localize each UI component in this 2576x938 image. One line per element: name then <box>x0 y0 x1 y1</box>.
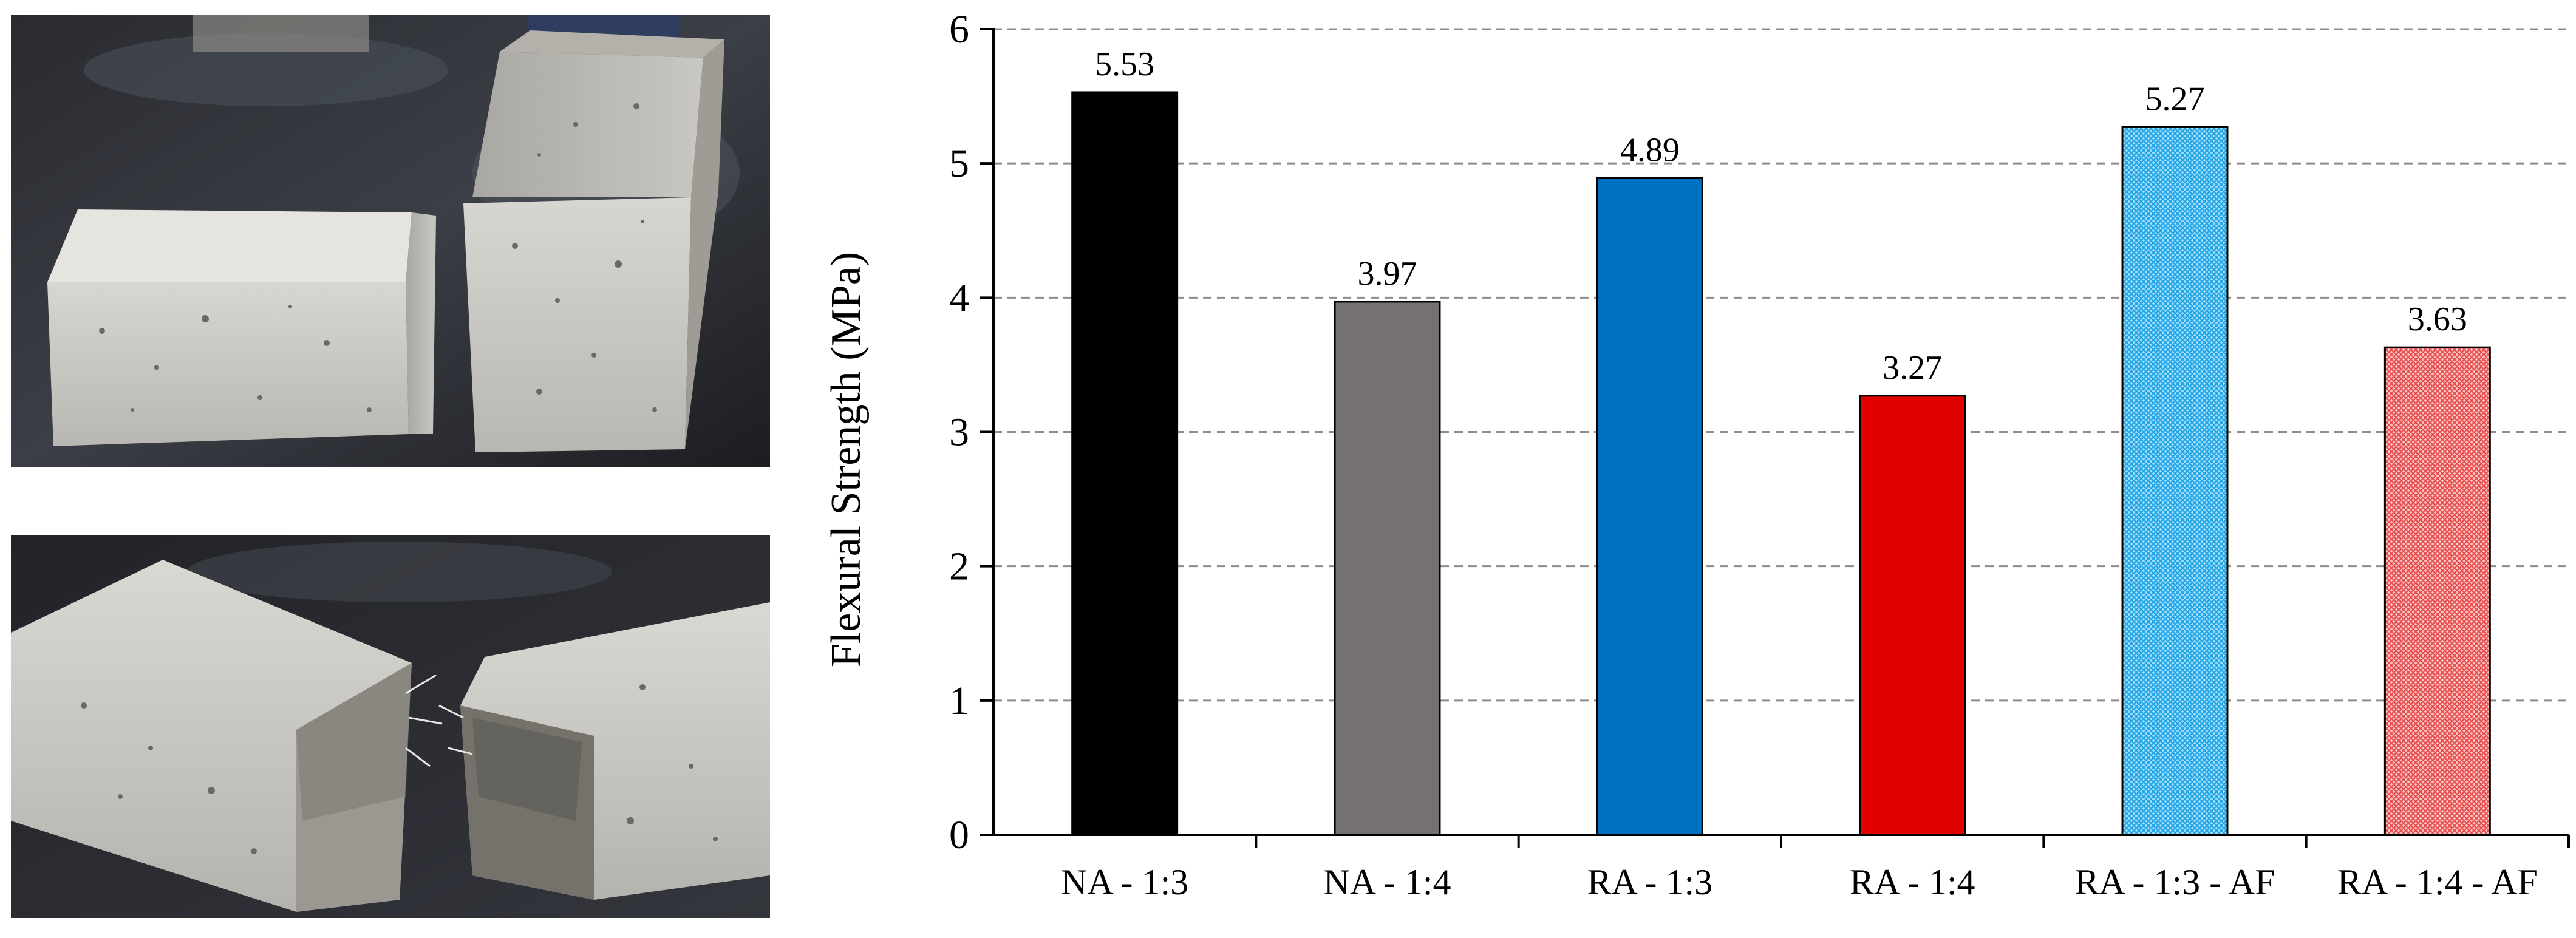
y-tick-label-4: 4 <box>949 276 969 320</box>
bar-2 <box>1596 177 1703 836</box>
data-label-1: 3.97 <box>1358 255 1417 293</box>
gridlines <box>993 28 2569 702</box>
data-label-3: 3.27 <box>1883 349 1942 387</box>
bar-1 <box>1334 301 1441 836</box>
bar-4 <box>2121 126 2229 836</box>
y-tick-label-3: 3 <box>949 410 969 455</box>
bar-3 <box>1859 395 1966 836</box>
x-tick-label-4: RA - 1:3 - AF <box>2074 862 2275 902</box>
x-tick-label-3: RA - 1:4 <box>1850 862 1975 902</box>
x-tick-labels: NA - 1:3 NA - 1:4 RA - 1:3 RA - 1:4 RA - 1:3… <box>1061 862 2538 902</box>
data-label-2: 4.89 <box>1620 131 1680 169</box>
y-tick-label-5: 5 <box>949 141 969 186</box>
bars <box>1071 91 2491 836</box>
y-tick-label-6: 6 <box>949 7 969 52</box>
y-tick-label-1: 1 <box>949 679 969 723</box>
value-labels: 5.53 3.97 4.89 3.27 5.27 3.63 <box>1095 46 2467 387</box>
y-tick-labels: 0 1 2 3 4 5 6 <box>949 7 969 857</box>
top-photo <box>11 15 770 467</box>
bar-5 <box>2383 346 2491 836</box>
y-tick-label-2: 2 <box>949 545 969 589</box>
bottom-photo <box>11 535 770 918</box>
axes <box>980 28 2570 848</box>
y-axis-title: Flexural Strength (MPa) <box>823 252 870 667</box>
data-label-0: 5.53 <box>1095 46 1154 83</box>
bar-0 <box>1071 91 1179 836</box>
data-label-4: 5.27 <box>2145 80 2205 118</box>
y-tick-label-0: 0 <box>949 813 969 857</box>
x-tick-label-2: RA - 1:3 <box>1587 862 1712 902</box>
data-label-5: 3.63 <box>2408 301 2467 338</box>
x-tick-label-5: RA - 1:4 - AF <box>2337 862 2538 902</box>
x-tick-label-0: NA - 1:3 <box>1061 862 1188 902</box>
x-tick-label-1: NA - 1:4 <box>1324 862 1451 902</box>
flexural-strength-chart: 0 1 2 3 4 5 6 NA - 1:3 NA - 1:4 RA - 1:3 RA - 1:4… <box>823 7 2570 902</box>
